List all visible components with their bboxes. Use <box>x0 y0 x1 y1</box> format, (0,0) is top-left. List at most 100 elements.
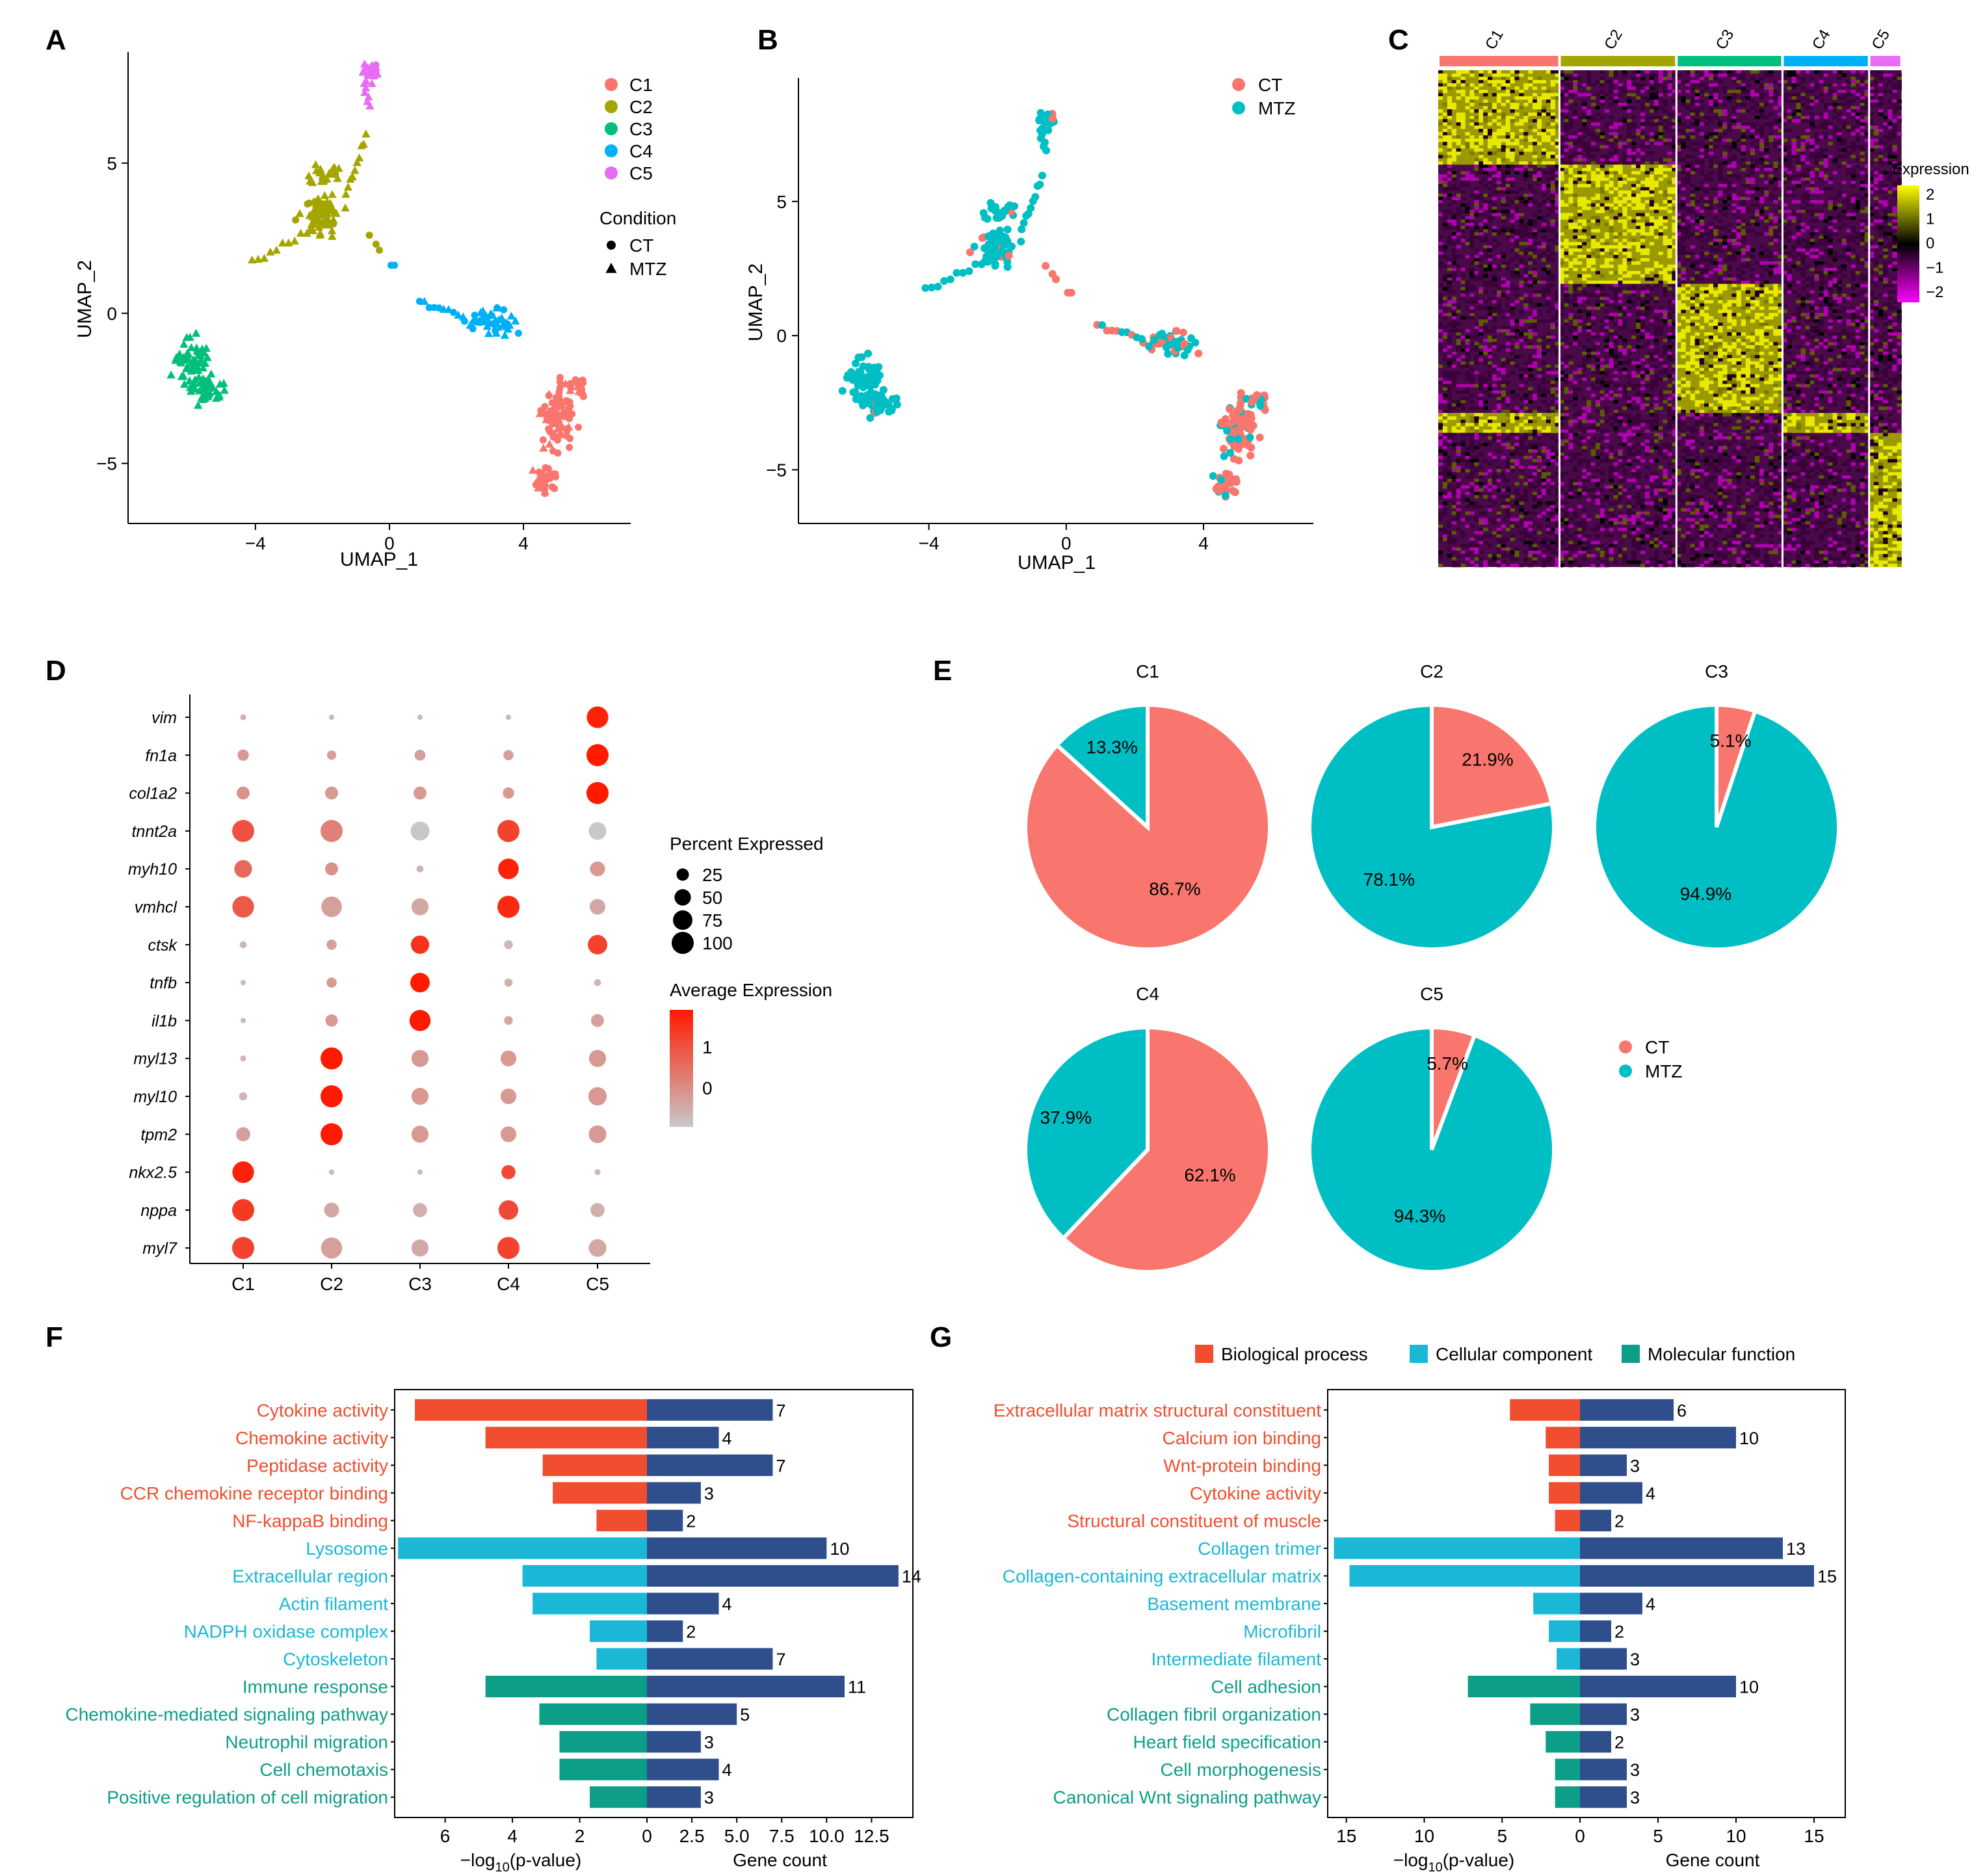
heatmap-cell <box>1653 534 1659 538</box>
heatmap-cell <box>1599 165 1605 168</box>
heatmap-cell <box>1519 537 1524 542</box>
heatmap-cell <box>1649 410 1655 414</box>
heatmap-cell <box>1442 537 1448 542</box>
heatmap-cell <box>1636 485 1641 489</box>
heatmap-cell <box>1456 122 1461 126</box>
heatmap-cell <box>1510 458 1515 463</box>
heatmap-cell <box>1599 245 1605 249</box>
heatmap-cell <box>1559 495 1564 499</box>
heatmap-cell <box>1442 426 1448 430</box>
heatmap-cell <box>1469 423 1475 427</box>
heatmap-cell <box>1501 397 1506 401</box>
heatmap-cell <box>1438 329 1443 333</box>
heatmap-cell <box>1501 148 1506 152</box>
heatmap-cell <box>1492 135 1497 139</box>
heatmap-cell <box>1627 495 1632 499</box>
heatmap-cell <box>1456 229 1461 233</box>
heatmap-cell <box>1618 171 1623 175</box>
heatmap-cell <box>1622 248 1627 252</box>
heatmap-cell <box>1519 495 1524 499</box>
heatmap-cell <box>1510 165 1515 168</box>
heatmap-cell <box>1447 540 1453 545</box>
heatmap-cell <box>1599 248 1605 252</box>
heatmap-cell <box>1519 384 1524 388</box>
heatmap-cell <box>1667 161 1672 165</box>
heatmap-cell <box>1505 310 1510 313</box>
heatmap-cell <box>1469 524 1475 528</box>
heatmap-cell <box>1586 116 1592 120</box>
heatmap-cell <box>1555 348 1560 352</box>
umap-a-point <box>248 255 257 264</box>
heatmap-cell <box>1599 206 1605 210</box>
heatmap-cell <box>1492 458 1497 463</box>
heatmap-cell <box>1658 498 1663 502</box>
heatmap-cell <box>1510 77 1515 81</box>
heatmap-cell <box>1442 86 1448 90</box>
heatmap-cell <box>1577 380 1583 384</box>
heatmap-cell <box>1469 174 1475 178</box>
heatmap-cell <box>1604 348 1609 352</box>
legend-swatch-MTZ <box>1232 101 1245 114</box>
heatmap-cell <box>1667 70 1672 74</box>
heatmap-cell <box>1456 303 1461 307</box>
heatmap-cell <box>1627 380 1632 384</box>
heatmap-cell <box>1609 475 1614 479</box>
heatmap-cell <box>1636 148 1641 152</box>
heatmap-cell <box>1590 174 1596 178</box>
heatmap-cell <box>1613 553 1618 558</box>
heatmap-cell <box>1451 384 1456 388</box>
heatmap-cell <box>1523 361 1529 365</box>
heatmap-cell <box>1442 416 1448 420</box>
heatmap-cell <box>1483 280 1488 284</box>
heatmap-cell <box>1550 155 1555 159</box>
heatmap-cell <box>1492 455 1497 460</box>
heatmap-cell <box>1536 492 1542 495</box>
heatmap-cell <box>1672 165 1677 168</box>
heatmap-cell <box>1492 174 1497 178</box>
umap-b-point <box>1052 275 1060 284</box>
heatmap-cell <box>1451 436 1456 440</box>
heatmap-cell <box>1564 258 1569 262</box>
heatmap-cell <box>1496 254 1501 259</box>
heatmap-cell <box>1622 553 1627 558</box>
heatmap-cell <box>1546 254 1551 259</box>
heatmap-cell <box>1460 495 1466 499</box>
umap-a-point <box>332 170 339 178</box>
heatmap-cell <box>1663 103 1668 107</box>
heatmap-cell <box>1653 106 1659 110</box>
umap-a-points <box>166 59 587 497</box>
heatmap-cell <box>1536 406 1542 410</box>
heatmap-cell <box>1653 171 1659 175</box>
heatmap-cell <box>1663 267 1668 271</box>
umap-a-point <box>435 304 443 312</box>
heatmap-cell <box>1460 544 1466 548</box>
heatmap-cell <box>1501 180 1506 185</box>
umap-a-point <box>568 410 576 418</box>
heatmap-cell <box>1618 293 1623 297</box>
umap-a-point <box>304 171 313 179</box>
heatmap-cell <box>1465 371 1470 375</box>
heatmap-cell <box>1667 239 1672 243</box>
heatmap-cell <box>1609 96 1614 100</box>
heatmap-cell <box>1622 274 1627 278</box>
heatmap-cell <box>1653 122 1659 126</box>
heatmap-cell <box>1465 106 1470 110</box>
heatmap-cell <box>1533 413 1538 417</box>
umap-a-point <box>560 379 570 388</box>
heatmap-cell <box>1636 261 1641 265</box>
heatmap-cell <box>1501 563 1506 568</box>
heatmap-cell <box>1519 531 1524 535</box>
heatmap-cell <box>1492 335 1497 339</box>
heatmap-cell <box>1438 264 1443 269</box>
heatmap-cell <box>1595 254 1601 259</box>
legend-mtz-symbol <box>605 263 617 273</box>
heatmap-cell <box>1573 335 1578 339</box>
heatmap-cell <box>1636 413 1641 417</box>
legend-swatch-C5 <box>605 166 618 179</box>
umap-b-point <box>859 401 867 410</box>
heatmap-cell <box>1501 139 1506 142</box>
heatmap-cell <box>1618 119 1623 123</box>
heatmap-cell <box>1474 203 1479 207</box>
heatmap-cell <box>1541 86 1547 90</box>
heatmap-cell <box>1456 310 1461 313</box>
